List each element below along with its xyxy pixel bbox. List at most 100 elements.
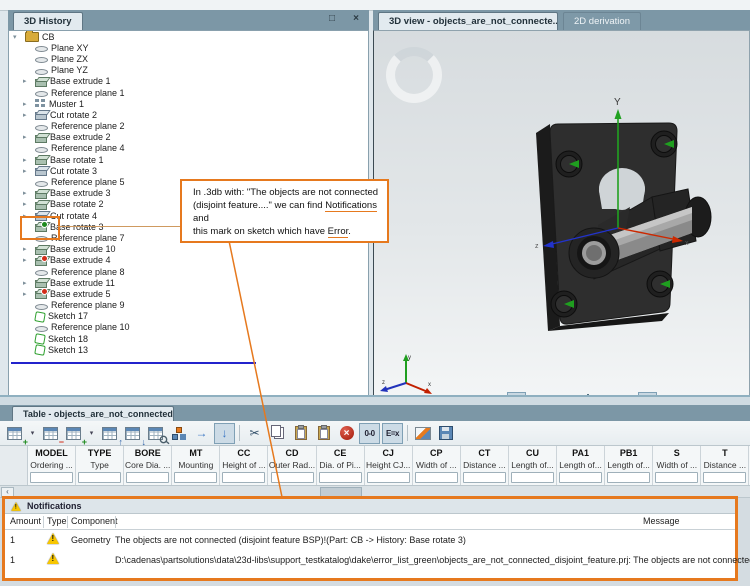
paste-edit-button[interactable] (313, 423, 334, 444)
tree-item[interactable]: ▸ Base rotate 2 (9, 199, 368, 210)
tree-item[interactable]: Sketch 18 (9, 333, 368, 345)
expander-closed-icon[interactable]: ▸ (23, 78, 27, 86)
copy-button[interactable] (267, 423, 288, 444)
tree-item[interactable]: Plane ZX (9, 53, 368, 64)
tree-item[interactable]: Plane XY (9, 42, 368, 53)
delete-button[interactable]: × (336, 423, 357, 444)
paste-button[interactable] (290, 423, 311, 444)
tree-item[interactable]: Reference plane 10 (9, 322, 368, 333)
tab-2d-derivation[interactable]: 2D derivation (563, 12, 641, 30)
column-header[interactable]: TYPE Type (76, 446, 125, 485)
expander-open-icon[interactable]: ▾ (13, 33, 17, 41)
hierarchy-button[interactable] (168, 423, 189, 444)
column-header[interactable]: T Distance ... (701, 446, 750, 485)
column-header[interactable]: CD Outer Rad... (268, 446, 317, 485)
modify-row-caret-icon[interactable]: ▾ (89, 430, 94, 437)
range-toggle-button[interactable]: 0-0 (359, 422, 380, 444)
expander-closed-icon[interactable]: ▸ (23, 190, 27, 198)
column-header[interactable]: S Width of ... (653, 446, 702, 485)
modify-row-button[interactable]: + (63, 423, 87, 446)
move-row-down-button[interactable]: ↓ (122, 423, 146, 446)
column-header[interactable]: CJ Height CJ... (365, 446, 413, 485)
expander-closed-icon[interactable]: ▸ (23, 257, 27, 265)
filter-input[interactable] (510, 472, 554, 483)
expander-closed-icon[interactable]: ▸ (23, 201, 27, 209)
tree-item-error[interactable]: ▸ Base extrude 5 (9, 288, 368, 300)
rotate-cube-icon[interactable] (578, 392, 597, 395)
expander-closed-icon[interactable]: ▸ (23, 290, 27, 298)
formula-toggle-button[interactable]: E=x (382, 422, 403, 444)
filter-input[interactable] (30, 472, 74, 483)
tree-item[interactable]: Reference plane 5 (9, 176, 368, 187)
column-header[interactable]: MODEL Ordering ... (28, 446, 77, 485)
tree-item[interactable]: ▸ Base extrude 11 (9, 277, 368, 289)
filter-input[interactable] (462, 472, 506, 483)
column-header[interactable]: CC Height of ... (220, 446, 269, 485)
tree-item-error[interactable]: ▸ Base extrude 4 (9, 254, 368, 266)
column-header[interactable]: PA1 Length of... (557, 446, 606, 485)
tree-item[interactable]: ▸ Base extrude 2 (9, 132, 368, 143)
filter-input[interactable] (174, 472, 218, 483)
filter-input[interactable] (703, 472, 747, 483)
tree-item[interactable]: ▸ Base rotate 1 (9, 154, 368, 166)
column-header[interactable]: BORE Core Dia. ... (124, 446, 173, 485)
add-row-caret-icon[interactable]: ▾ (30, 430, 35, 437)
column-header[interactable]: PB1 Length of... (605, 446, 654, 485)
filter-input[interactable] (414, 472, 458, 483)
tab-table[interactable]: Table - objects_are_not_connected_... (12, 406, 174, 421)
tree-item[interactable]: Sketch 13 (9, 344, 368, 357)
filter-input[interactable] (655, 472, 699, 483)
filter-input[interactable] (222, 472, 266, 483)
tab-3d-view[interactable]: 3D view - objects_are_not_connecte... (378, 12, 558, 30)
filter-input[interactable] (126, 472, 170, 483)
tree-item[interactable]: Reference plane 9 (9, 300, 368, 311)
expander-closed-icon[interactable]: ▸ (23, 111, 27, 119)
column-header[interactable]: CT Distance ... (461, 446, 509, 485)
tree-item[interactable]: Plane YZ (9, 65, 368, 76)
add-row-button[interactable]: + (4, 423, 28, 446)
tree-item[interactable]: ▸ Muster 1 (9, 98, 368, 109)
move-row-up-button[interactable]: ↑ (99, 423, 123, 446)
filter-input[interactable] (607, 472, 651, 483)
tree-item[interactable]: ▸ Cut rotate 2 (9, 109, 368, 121)
close-icon[interactable]: × (353, 13, 359, 24)
delete-row-button[interactable]: − (40, 423, 64, 446)
cylinder-dark-icon[interactable] (507, 392, 526, 395)
tree-item[interactable]: Reference plane 1 (9, 87, 368, 98)
search-table-button[interactable] (145, 423, 168, 444)
section-layers-icon[interactable] (638, 392, 657, 395)
tree-item[interactable]: ▸ Cut rotate 3 (9, 165, 368, 177)
expander-closed-icon[interactable]: ▸ (23, 279, 27, 287)
tree-item[interactable]: Reference plane 2 (9, 121, 368, 132)
tree-item[interactable]: ▾ CB (9, 31, 368, 43)
filter-input[interactable] (78, 472, 122, 483)
tree-item[interactable]: Reference plane 8 (9, 266, 368, 277)
save-button[interactable] (435, 423, 456, 444)
column-header[interactable]: CE Dia. of Pi... (317, 446, 365, 485)
filter-input[interactable] (270, 472, 314, 483)
notification-row[interactable]: 1 Geometry The objects are not connected… (5, 530, 735, 550)
column-header[interactable]: CU Length of... (509, 446, 558, 485)
expander-closed-icon[interactable]: ▸ (23, 167, 27, 175)
arrow-down-button[interactable]: ↓ (214, 422, 235, 444)
export-image-button[interactable] (412, 423, 433, 444)
filter-input[interactable] (318, 472, 362, 483)
arrow-right-button[interactable]: → (195, 426, 208, 440)
column-header[interactable]: CP Width of ... (413, 446, 461, 485)
expander-closed-icon[interactable]: ▸ (23, 134, 27, 142)
tree-item[interactable]: ▸ Base extrude 3 (9, 188, 368, 199)
filter-input[interactable] (366, 472, 410, 483)
tree-item[interactable]: ▸ Base extrude 10 (9, 244, 368, 255)
expander-closed-icon[interactable]: ▸ (23, 156, 27, 164)
tree-item[interactable]: ▸ Base extrude 1 (9, 76, 368, 87)
maximize-icon[interactable]: □ (328, 13, 336, 24)
filter-input[interactable] (559, 472, 603, 483)
tree-item[interactable]: Reference plane 4 (9, 143, 368, 154)
3d-viewport[interactable]: Y x z y x z (373, 30, 750, 396)
column-header[interactable]: MT Mounting (172, 446, 221, 485)
cut-button[interactable]: ✂ (249, 426, 260, 440)
tab-3d-history[interactable]: 3D History (13, 12, 83, 30)
tree-item[interactable]: Sketch 17 (9, 310, 368, 323)
expander-closed-icon[interactable]: ▸ (23, 246, 27, 254)
expander-closed-icon[interactable]: ▸ (23, 100, 27, 108)
